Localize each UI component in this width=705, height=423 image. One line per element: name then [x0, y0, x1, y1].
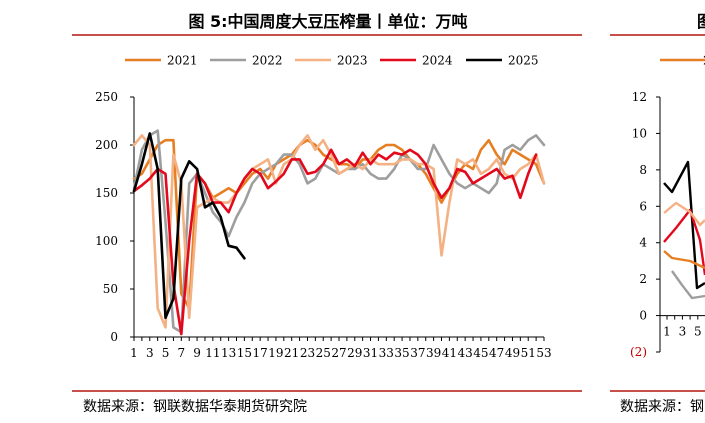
x-tick-label: 33 [379, 346, 394, 360]
right-series-fragment [663, 208, 705, 276]
x-tick-label: 15 [237, 346, 252, 360]
right-y-tick-label: 4 [639, 236, 647, 250]
x-tick-label: 19 [268, 346, 283, 360]
right-y-tick-label: (2) [630, 345, 647, 359]
source-note: 数据来源：钢联数据华泰期货研究院 [83, 399, 307, 415]
right-y-tick-label: 10 [632, 126, 647, 140]
x-tick-label: 31 [363, 346, 378, 360]
x-tick-label: 13 [221, 346, 236, 360]
right-y-tick-label: 8 [639, 163, 647, 177]
x-tick-label: 45 [473, 346, 488, 360]
right-x-tick-label: 1 [663, 325, 671, 339]
x-tick-label: 53 [536, 346, 551, 360]
x-tick-label: 39 [426, 346, 441, 360]
legend-label-2024: 2024 [422, 54, 453, 68]
right-source-rule [610, 390, 705, 392]
x-tick-label: 7 [177, 346, 185, 360]
right-legend-label: 2 [703, 54, 705, 68]
right-series-fragment [663, 250, 705, 270]
legend: 2021 2022 2023 2024 2025 [125, 54, 539, 68]
legend-label-2022: 2022 [252, 54, 283, 68]
right-y-tick-label: 0 [639, 309, 647, 323]
right-chart-title-fragment: 图 [697, 8, 705, 32]
x-tick-label: 11 [205, 346, 220, 360]
right-series-fragment [671, 270, 705, 300]
x-tick-label: 17 [253, 346, 268, 360]
series-line-2023 [132, 134, 546, 329]
x-tick-label: 47 [489, 346, 504, 360]
source-rule [72, 390, 582, 392]
right-y-tick-label: 12 [632, 90, 647, 104]
series-line-2024 [132, 148, 538, 336]
legend-label-2025: 2025 [508, 54, 539, 68]
x-tick-label: 51 [521, 346, 536, 360]
series-line-2025 [132, 132, 246, 320]
right-source-fragment: 数据来源：钢 [620, 399, 704, 415]
right-y-tick-label: 2 [639, 272, 647, 286]
right-series-fragment [663, 160, 705, 290]
y-tick-label: 250 [95, 90, 118, 104]
y-tick-label: 150 [95, 186, 118, 200]
x-tick-label: 43 [458, 346, 473, 360]
x-tick-label: 25 [316, 346, 331, 360]
chart-title: 图 5:中国周度大豆压榨量丨单位：万吨 [188, 12, 468, 31]
right-y-tick-label: 6 [639, 199, 647, 213]
x-tick-label: 5 [162, 346, 170, 360]
right-series-fragment [663, 201, 705, 227]
legend-label-2021: 2021 [167, 54, 198, 68]
x-tick-label: 29 [347, 346, 362, 360]
x-tick-label: 41 [442, 346, 457, 360]
x-tick-label: 27 [331, 346, 346, 360]
right-title-rule [610, 34, 705, 36]
x-tick-label: 35 [394, 346, 409, 360]
title-rule [72, 34, 582, 36]
x-tick-label: 21 [284, 346, 299, 360]
x-tick-label: 49 [505, 346, 520, 360]
right-x-tick-label: 5 [694, 325, 702, 339]
y-tick-label: 50 [103, 282, 118, 296]
x-tick-label: 9 [193, 346, 201, 360]
x-tick-label: 23 [300, 346, 315, 360]
y-tick-label: 200 [95, 138, 118, 152]
legend-label-2023: 2023 [337, 54, 368, 68]
series-lines [132, 129, 546, 336]
y-tick-label: 0 [110, 330, 118, 344]
right-x-tick-label: 3 [679, 325, 687, 339]
x-tick-label: 37 [410, 346, 425, 360]
y-tick-label: 100 [95, 234, 118, 248]
x-tick-label: 1 [130, 346, 138, 360]
x-tick-label: 3 [146, 346, 154, 360]
